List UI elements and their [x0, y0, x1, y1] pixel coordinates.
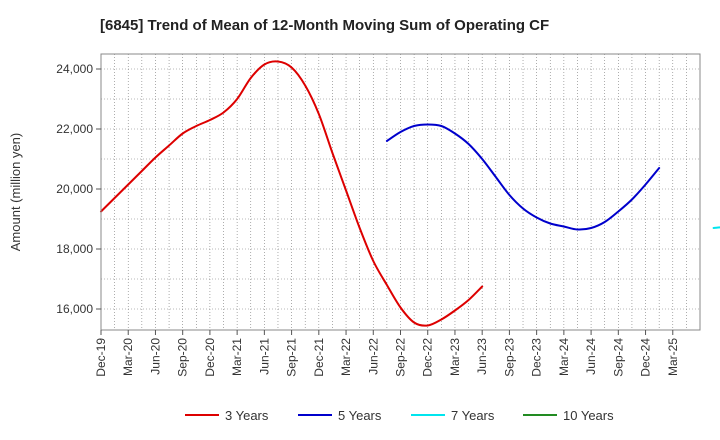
- y-tick-label: 24,000: [56, 62, 93, 76]
- x-tick-label: Sep-24: [611, 338, 625, 377]
- x-tick-label: Dec-24: [639, 338, 653, 377]
- x-tick-label: Jun-20: [148, 338, 162, 375]
- legend-label: 10 Years: [563, 408, 614, 423]
- x-tick-label: Sep-22: [394, 338, 408, 377]
- x-tick-label: Mar-21: [230, 338, 244, 376]
- series-line-5-years: [385, 123, 661, 231]
- y-tick-label: 22,000: [56, 122, 93, 136]
- x-tick-label: Sep-20: [176, 338, 190, 377]
- legend-label: 5 Years: [338, 408, 382, 423]
- x-tick-label: Dec-23: [530, 338, 544, 377]
- x-tick-label: Dec-21: [312, 338, 326, 377]
- x-tick-label: Sep-23: [502, 338, 516, 377]
- legend-label: 7 Years: [451, 408, 495, 423]
- x-tick-label: Mar-20: [121, 338, 135, 376]
- legend-label: 3 Years: [225, 408, 269, 423]
- series-lines: [100, 60, 720, 327]
- x-tick-label: Mar-23: [448, 338, 462, 376]
- x-tick-label: Jun-21: [257, 338, 271, 375]
- y-tick-label: 16,000: [56, 302, 93, 316]
- chart-title: [6845] Trend of Mean of 12-Month Moving …: [100, 17, 549, 34]
- x-tick-label: Dec-22: [421, 338, 435, 377]
- series-line-7-years: [712, 226, 720, 229]
- y-axis-ticks: 16,000 18,000 20,000 22,000 24,000: [56, 62, 101, 316]
- series-line-3-years: [100, 60, 484, 327]
- x-tick-label: Dec-20: [203, 338, 217, 377]
- y-tick-label: 20,000: [56, 182, 93, 196]
- y-axis-label: Amount (million yen): [8, 133, 23, 252]
- x-tick-label: Sep-21: [285, 338, 299, 377]
- x-axis-ticks: Dec-19 Mar-20 Jun-20 Sep-20 Dec-20 Mar-21 Jun-…: [94, 330, 680, 377]
- x-tick-label: Jun-23: [475, 338, 489, 375]
- y-tick-label: 18,000: [56, 242, 93, 256]
- x-tick-label: Mar-25: [666, 338, 680, 376]
- legend: 3 Years 5 Years 7 Years 10 Years: [185, 408, 614, 423]
- x-tick-label: Jun-24: [584, 338, 598, 375]
- x-tick-label: Mar-22: [339, 338, 353, 376]
- x-tick-label: Dec-19: [94, 338, 108, 377]
- x-tick-label: Jun-22: [366, 338, 380, 375]
- x-tick-label: Mar-24: [557, 338, 571, 376]
- grid: [100, 54, 701, 330]
